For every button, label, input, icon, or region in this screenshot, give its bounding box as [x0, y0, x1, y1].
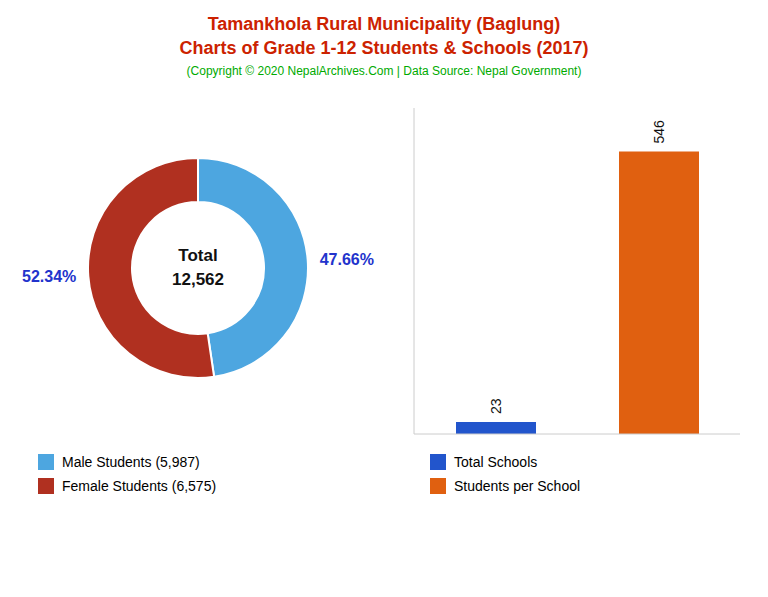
- svg-text:47.66%: 47.66%: [320, 251, 374, 268]
- html-text:(Copyright © 2020 NepalArchive: (Copyright © 2020 NepalArchives.Com | Da…: [186, 64, 582, 78]
- html-text:Tamankhola Rural Municipality: Tamankhola Rural Municipality (Baglung): [207, 14, 561, 34]
- html-text:Charts of Grade 1-12 Students: Charts of Grade 1-12 Students & Schools …: [179, 38, 589, 58]
- html-text:12,562: 12,562: [172, 270, 224, 289]
- html-text:Total Schools: Total Schools: [454, 454, 538, 470]
- html-text:Students per School: Students per School: [454, 478, 581, 494]
- html-text:Total: Total: [178, 246, 218, 266]
- svg-text:23: 23: [488, 398, 504, 414]
- svg-text:546: 546: [651, 120, 667, 144]
- html-text:Male Students (5,987): Male Students (5,987): [62, 454, 200, 470]
- html-text:Female Students (6,575): Female Students (6,575): [62, 478, 217, 494]
- svg-text:52.34%: 52.34%: [22, 268, 76, 285]
